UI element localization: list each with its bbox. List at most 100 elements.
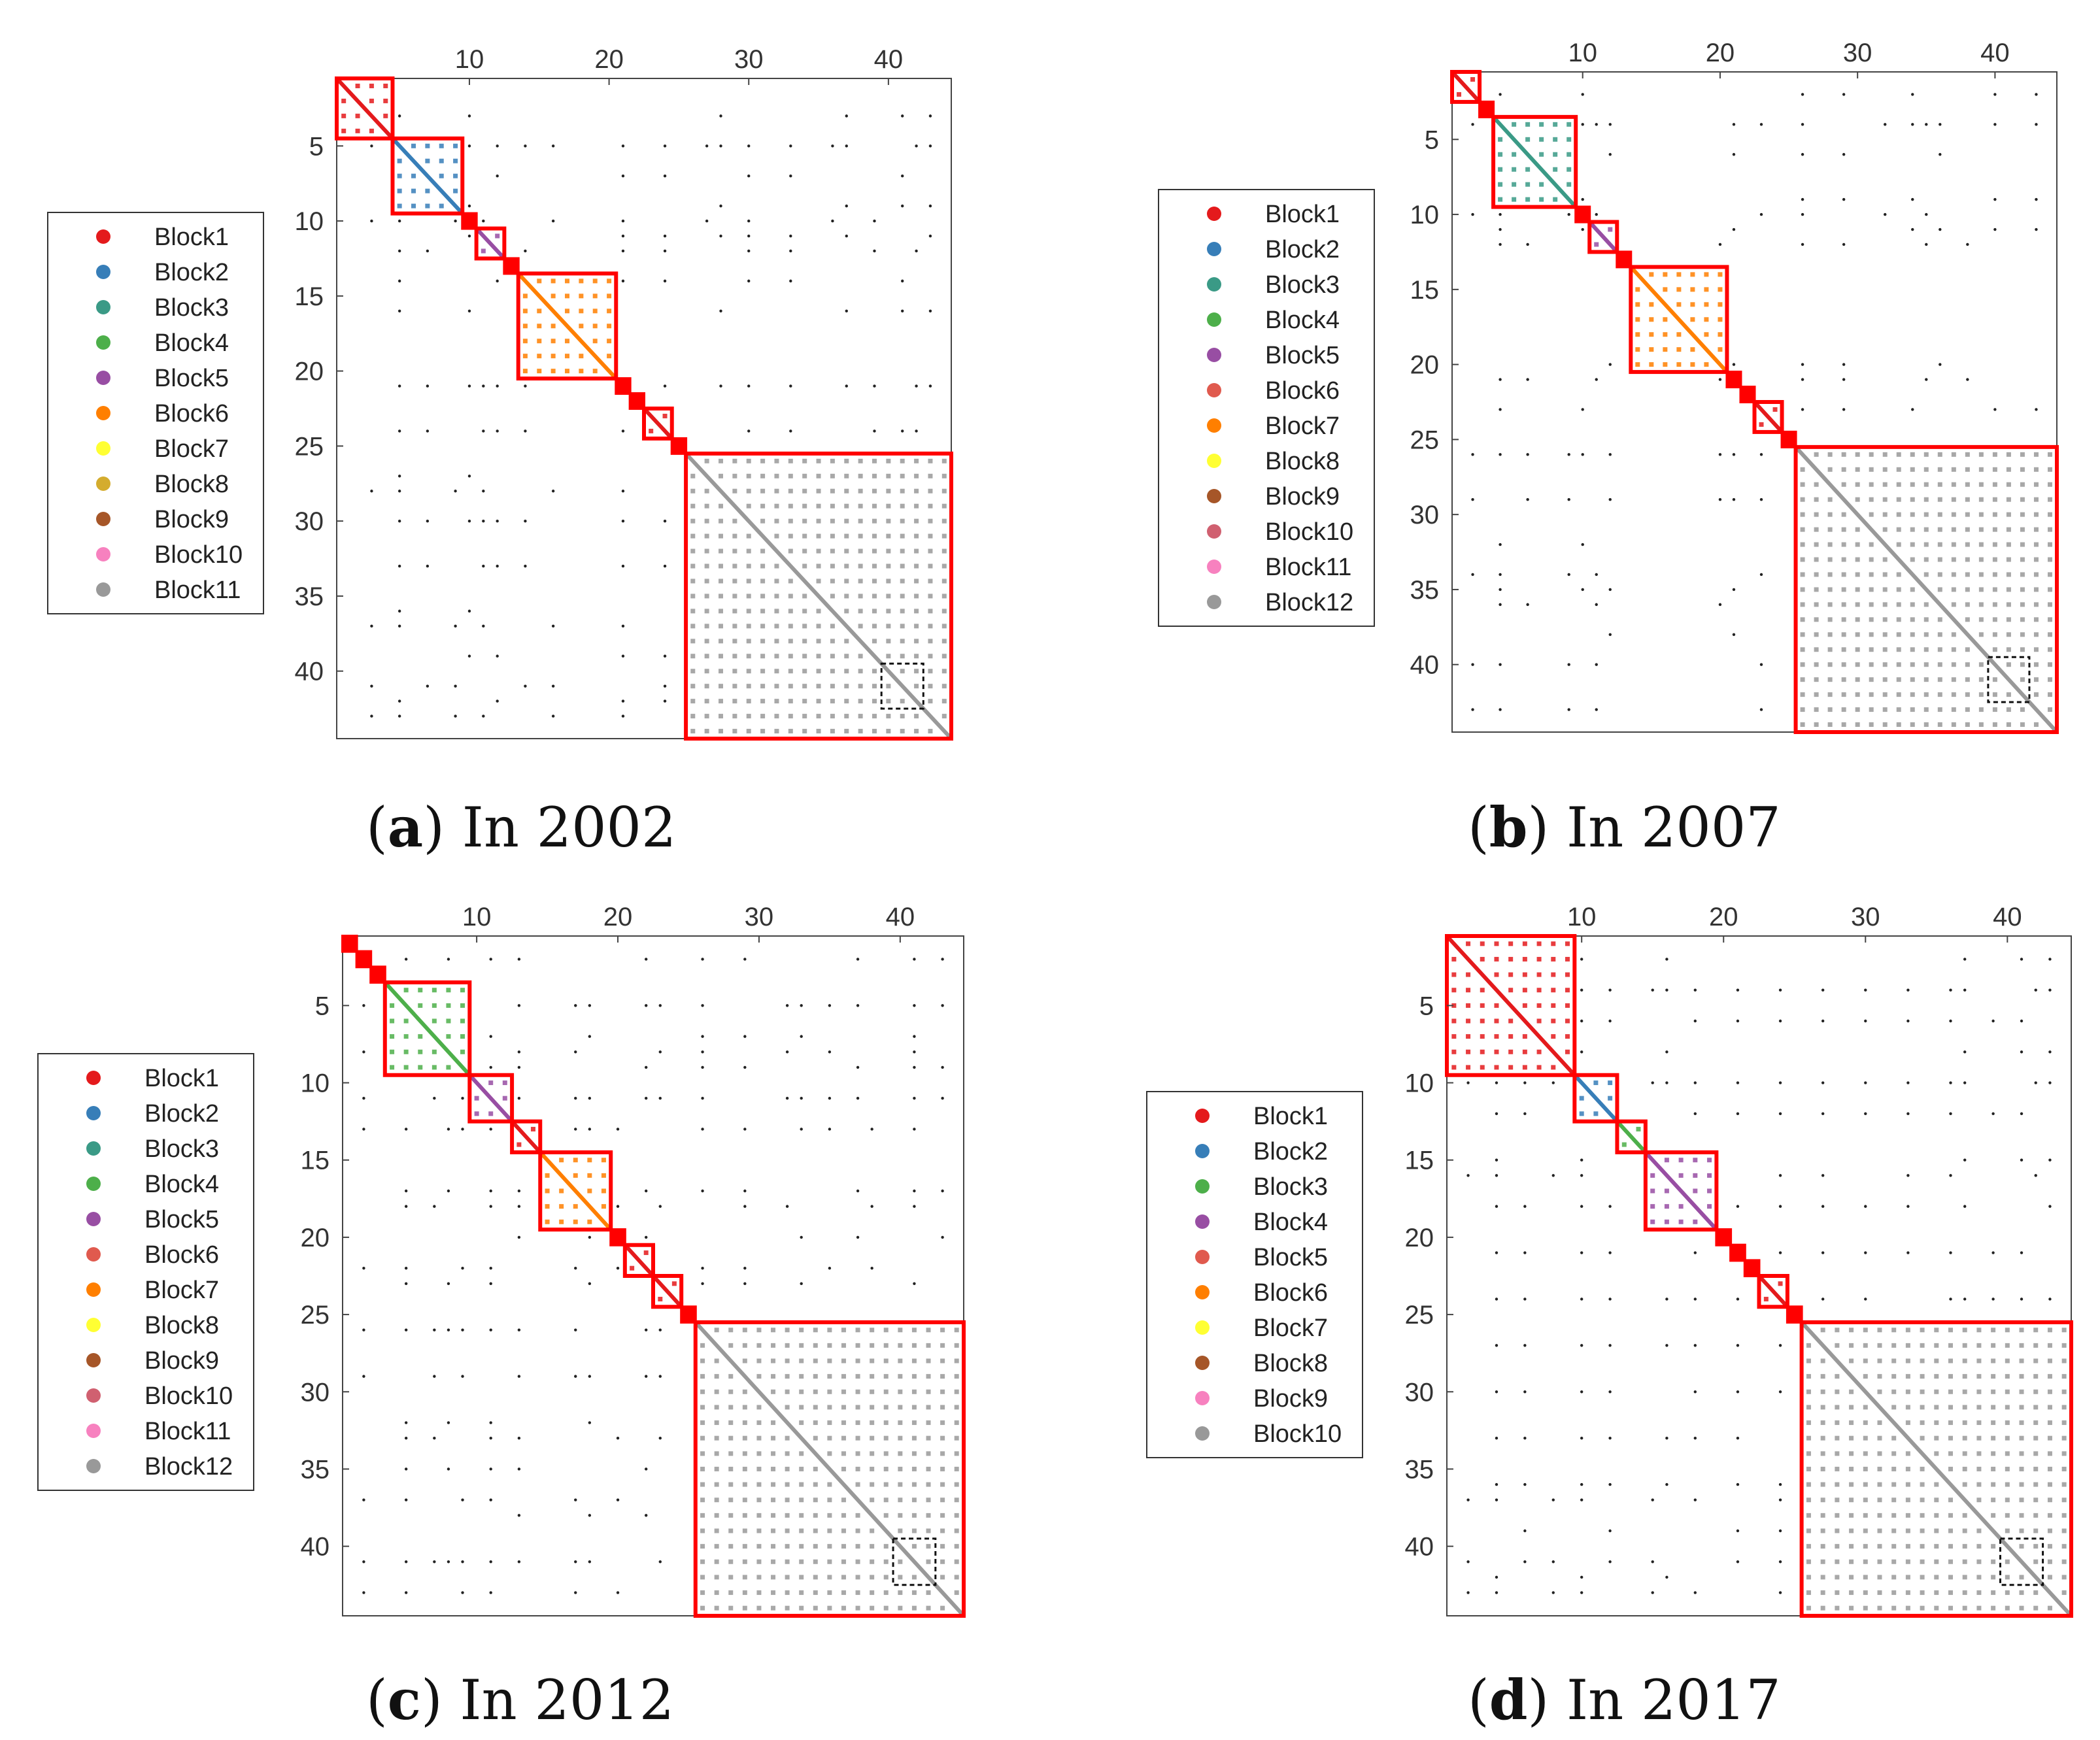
block-cell [1992,602,1997,607]
sparse-dot [856,958,860,961]
block-cell [397,188,402,193]
block-cell [2047,1528,2052,1533]
block-cell [418,1049,423,1054]
block-cell [565,309,569,314]
sparse-dot [1778,1560,1782,1564]
block-cell [1934,1374,1939,1379]
block-cell [802,714,807,719]
block-cell [1835,1590,1840,1596]
block-cell [1869,512,1874,517]
block-cell [756,1482,762,1487]
sparse-dot [913,1128,916,1131]
sparse-dot [2048,1050,2052,1054]
sparse-dot [1759,123,1763,126]
block-cell [756,1405,762,1410]
block-outline [1757,1274,1789,1309]
block-cell [2061,1497,2067,1503]
block-cell [756,1605,762,1611]
sparse-dot [1939,123,1942,126]
block-cell [1992,542,1997,547]
sparse-dot [915,429,918,433]
block-cell [403,1018,409,1024]
block-cell [383,98,388,103]
sparse-dot [1466,1591,1470,1594]
block-cell [1690,317,1695,322]
block-cell [1877,1559,1882,1564]
x-tick-label: 10 [1568,39,1597,67]
plot-frame [1451,71,2058,733]
sparse-dot [1801,363,1804,366]
block-cell [928,609,933,614]
block-cell [870,1605,875,1611]
block-cell [1567,152,1572,157]
block-cell [1536,988,1542,993]
block-outline [1643,1150,1719,1232]
sparse-dot [1993,197,1997,201]
block-cell [855,1466,860,1471]
sparse-dot [1759,212,1763,216]
block-cell [742,1575,747,1580]
block-cell [1704,332,1709,337]
block-cell [1704,302,1709,307]
block-cell [1910,677,1915,682]
block-cell [1978,602,1984,607]
block-cell [788,714,793,719]
block-cell [941,473,947,478]
sparse-dot [1821,1019,1825,1023]
block-cell [900,729,905,734]
sparse-dot [1736,1560,1740,1564]
sparse-dot [621,234,625,238]
sparse-dot [2048,1205,2052,1208]
sparse-dot [1471,498,1474,501]
block-cell [1934,1405,1939,1410]
block-cell [1934,1328,1939,1333]
block-cell [788,639,793,644]
block-cell [1923,527,1929,532]
block-cell [579,354,584,359]
block-cell [954,1358,959,1364]
block-cell [1835,1435,1840,1441]
y-tick-label: 30 [1405,1378,1434,1407]
block-cell [771,1328,776,1333]
sparse-dot [1471,708,1474,711]
legend-label: Block2 [144,1100,219,1128]
block-cell [1835,1374,1840,1379]
legend-item: Block5 [1195,1244,1328,1271]
block-cell [1937,467,1942,472]
block-diagonal [1616,1120,1648,1154]
block-cell [830,714,835,719]
block-cell [816,669,821,674]
block-cell [785,1451,790,1456]
block-cell [1593,1111,1599,1116]
block-cell [601,1188,606,1194]
block-cell [756,1528,762,1533]
block-cell [1635,287,1640,292]
block-outline [693,1320,966,1618]
block-cell [732,699,737,704]
block-cell [1849,1528,1854,1533]
block-cell [742,1358,747,1364]
block-cell [1814,527,1819,532]
block-cell [719,639,723,644]
sparse-dot [1499,243,1502,246]
block-cell [1718,332,1723,337]
block-cell [1565,1049,1570,1054]
block-cell [1494,1003,1499,1008]
sparse-dot [1963,1081,1967,1084]
block-cell [700,1605,705,1611]
block-cell [1991,1451,1996,1456]
block-cell [1976,1575,1982,1580]
block-cell [870,1559,875,1564]
block-cell [954,1451,959,1456]
block-cell [883,1466,889,1471]
sparse-dot [524,429,527,433]
block-cell [799,1605,804,1611]
sparse-dot [467,204,471,208]
sparse-dot [517,1328,521,1331]
sparse-dot [658,1050,662,1054]
block-cell [1539,197,1544,202]
block-cell [2047,1513,2052,1518]
block-cell [1978,542,1984,547]
block-cell [1827,722,1833,728]
block-cell [714,1358,719,1364]
